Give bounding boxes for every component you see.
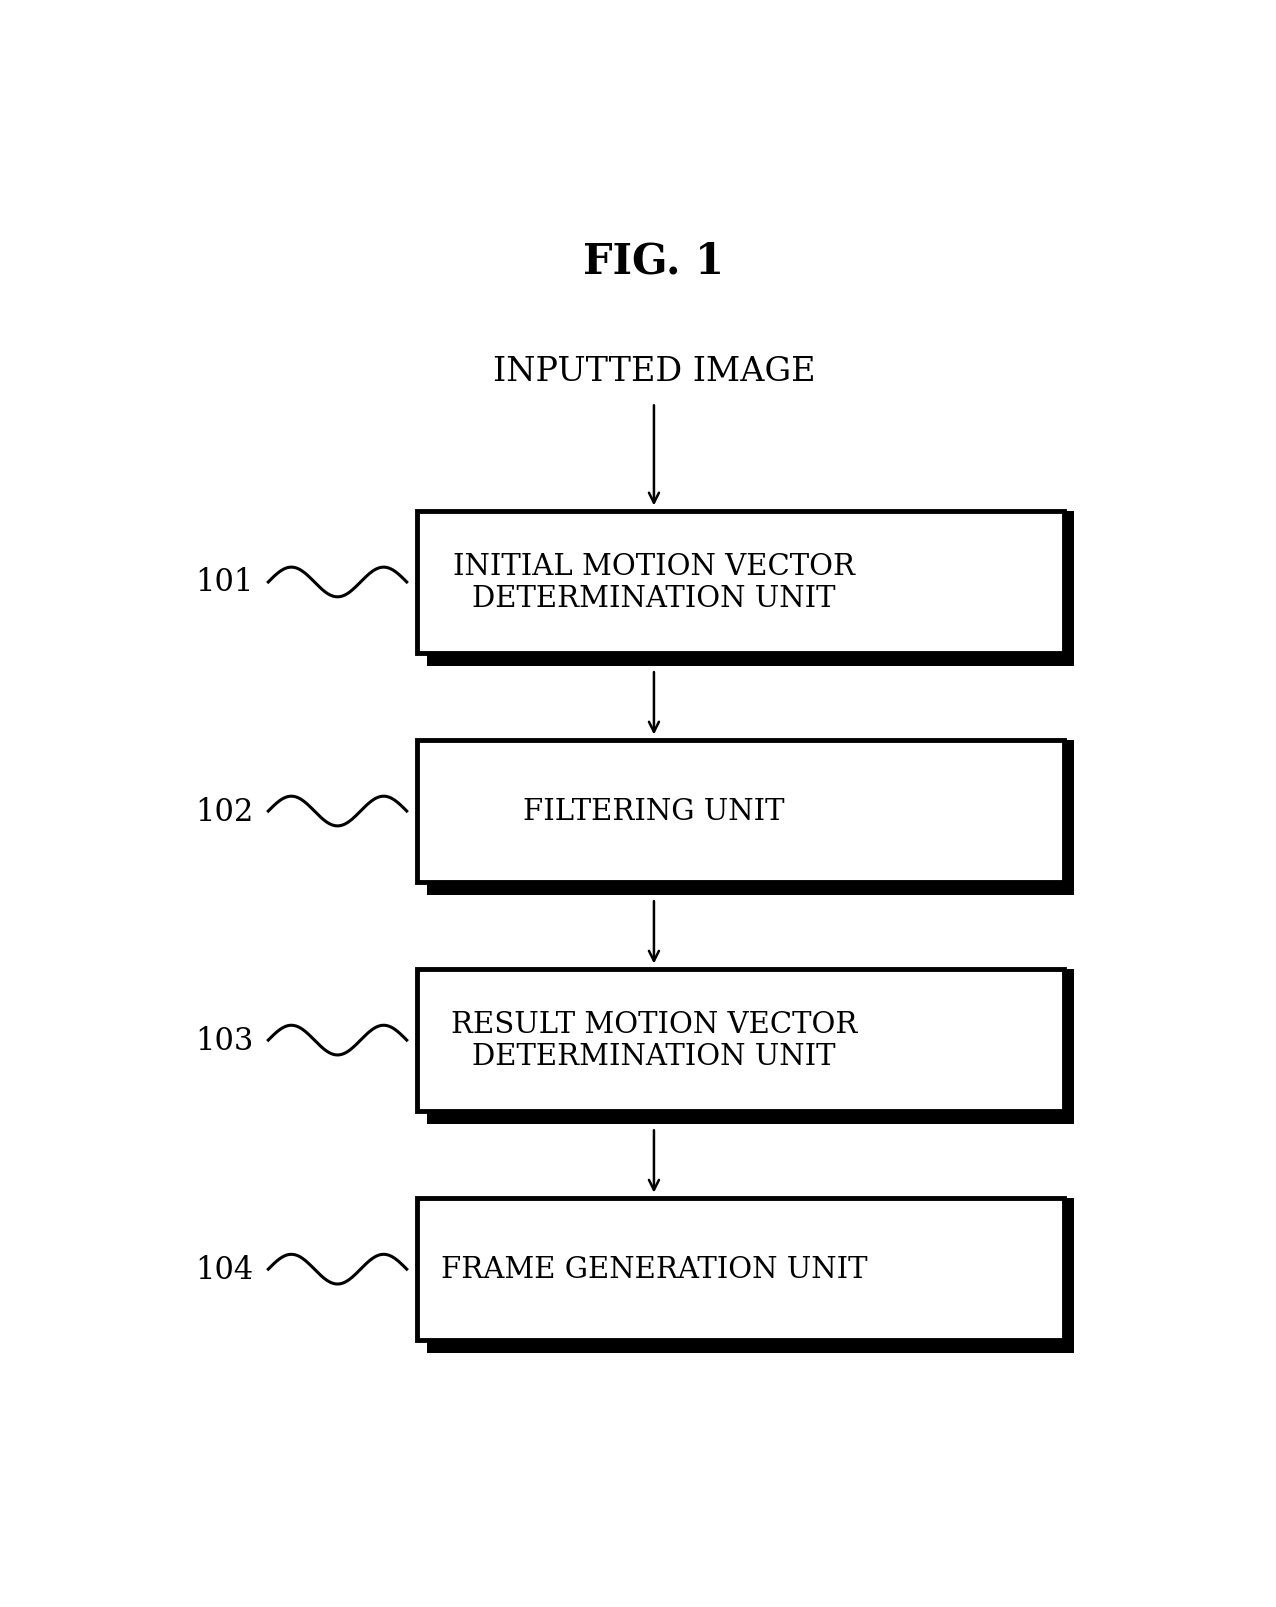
- Text: FILTERING UNIT: FILTERING UNIT: [523, 797, 785, 826]
- Text: 104: 104: [195, 1253, 254, 1286]
- Bar: [426, 1112, 1074, 1123]
- Text: FRAME GENERATION UNIT: FRAME GENERATION UNIT: [440, 1255, 868, 1284]
- Bar: [1064, 511, 1074, 667]
- Bar: [426, 654, 1074, 667]
- Bar: [426, 1340, 1074, 1353]
- Bar: [416, 1199, 1064, 1340]
- Bar: [1064, 969, 1074, 1123]
- Text: RESULT MOTION VECTOR
DETERMINATION UNIT: RESULT MOTION VECTOR DETERMINATION UNIT: [450, 1011, 857, 1070]
- Text: 101: 101: [195, 567, 254, 598]
- Bar: [1064, 741, 1074, 895]
- Bar: [416, 511, 1064, 654]
- Text: 102: 102: [195, 795, 254, 828]
- Bar: [416, 741, 1064, 882]
- Text: 103: 103: [195, 1025, 254, 1056]
- Bar: [416, 969, 1064, 1112]
- Text: INPUTTED IMAGE: INPUTTED IMAGE: [493, 357, 815, 389]
- Bar: [426, 882, 1074, 895]
- Text: INITIAL MOTION VECTOR
DETERMINATION UNIT: INITIAL MOTION VECTOR DETERMINATION UNIT: [453, 553, 855, 612]
- Bar: [1064, 1199, 1074, 1353]
- Text: FIG. 1: FIG. 1: [583, 239, 725, 281]
